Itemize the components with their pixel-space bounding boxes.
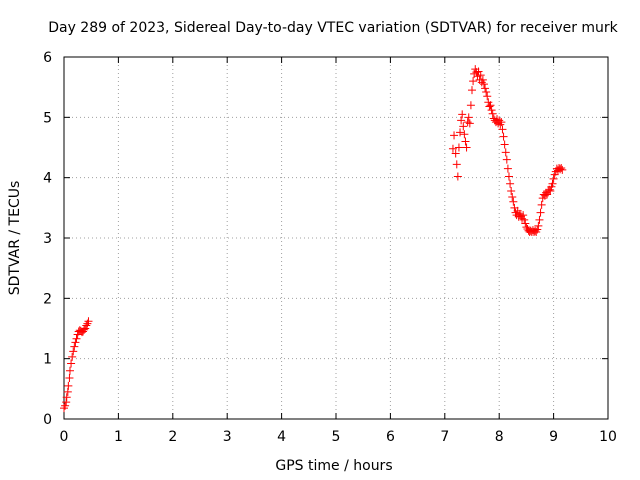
x-tick-label: 4 xyxy=(277,429,286,445)
data-point xyxy=(504,172,513,181)
x-tick-label: 8 xyxy=(495,429,504,445)
data-point xyxy=(485,102,494,111)
data-point xyxy=(62,398,71,407)
data-point xyxy=(80,325,89,334)
data-point xyxy=(508,192,517,201)
data-point xyxy=(533,225,542,234)
data-point xyxy=(487,106,496,115)
data-point xyxy=(519,211,528,220)
data-point xyxy=(468,86,476,95)
data-point xyxy=(501,148,510,157)
data-point xyxy=(452,160,461,169)
data-point xyxy=(481,84,490,93)
data-point xyxy=(462,143,471,152)
data-point xyxy=(70,342,79,351)
x-tick-label: 3 xyxy=(223,429,232,445)
data-point xyxy=(486,101,495,110)
data-point xyxy=(498,125,507,134)
x-tick-label: 7 xyxy=(440,429,449,445)
data-point xyxy=(478,75,487,84)
y-tick-label: 2 xyxy=(43,291,52,307)
data-point xyxy=(464,113,473,122)
data-point xyxy=(476,71,485,80)
data-point xyxy=(543,190,552,199)
y-tick-label: 3 xyxy=(43,231,52,247)
x-tick-label: 1 xyxy=(114,429,123,445)
data-points xyxy=(60,65,567,413)
y-tick-labels: 0 1 2 3 4 5 6 xyxy=(43,50,52,428)
y-axis-label: SDTVAR / TECUs xyxy=(7,181,23,296)
data-point xyxy=(68,352,77,361)
data-point xyxy=(459,122,468,131)
data-point xyxy=(451,149,460,158)
x-tick-label: 2 xyxy=(168,429,177,445)
data-point xyxy=(465,119,474,128)
x-tick-label: 6 xyxy=(386,429,395,445)
data-point xyxy=(461,137,470,146)
data-point xyxy=(453,172,462,181)
x-tick-label: 5 xyxy=(332,429,341,445)
data-point xyxy=(497,118,506,127)
data-point xyxy=(458,110,467,119)
data-point xyxy=(507,186,516,195)
grid xyxy=(64,57,608,419)
data-point xyxy=(546,186,555,195)
data-point xyxy=(67,359,76,368)
data-point xyxy=(460,130,469,139)
data-point xyxy=(456,128,465,137)
data-point xyxy=(536,208,545,217)
y-tick-label: 5 xyxy=(43,110,52,126)
data-point xyxy=(71,338,80,347)
data-point xyxy=(463,118,472,127)
axis-ticks xyxy=(63,56,609,420)
data-point xyxy=(549,174,558,183)
data-point xyxy=(535,215,544,224)
data-point xyxy=(482,87,491,96)
data-point xyxy=(62,393,71,402)
data-point xyxy=(534,221,543,230)
data-point xyxy=(64,381,73,390)
data-point xyxy=(450,131,459,140)
chart-title: Day 289 of 2023, Sidereal Day-to-day VTE… xyxy=(48,20,618,36)
data-point xyxy=(65,366,74,375)
data-point xyxy=(557,164,566,173)
data-point xyxy=(548,179,557,188)
x-tick-label: 9 xyxy=(549,429,558,445)
x-axis-label: GPS time / hours xyxy=(275,458,392,474)
data-point xyxy=(69,347,78,356)
y-tick-label: 1 xyxy=(43,352,52,368)
data-point xyxy=(500,140,509,149)
data-point xyxy=(448,144,457,153)
x-tick-labels: 0 1 2 3 4 5 6 7 8 9 10 xyxy=(60,429,617,445)
data-point xyxy=(503,164,512,173)
data-point xyxy=(454,143,463,152)
data-point xyxy=(509,197,518,206)
data-point xyxy=(469,77,478,86)
data-point xyxy=(65,373,74,382)
data-point xyxy=(63,387,72,396)
data-point xyxy=(479,80,488,89)
data-point xyxy=(499,132,508,141)
data-point xyxy=(457,116,466,125)
data-point xyxy=(506,179,515,188)
data-point xyxy=(502,155,511,164)
x-tick-label: 10 xyxy=(599,429,617,445)
data-point xyxy=(520,215,529,224)
data-point xyxy=(72,334,81,343)
data-point xyxy=(483,92,492,101)
y-tick-label: 6 xyxy=(43,50,52,66)
y-tick-label: 0 xyxy=(43,412,52,428)
data-point xyxy=(537,200,546,209)
data-point xyxy=(521,219,530,228)
y-tick-label: 4 xyxy=(43,171,52,187)
data-point xyxy=(61,401,70,410)
data-point xyxy=(488,109,497,118)
data-point xyxy=(82,321,91,330)
data-point xyxy=(558,165,567,174)
x-tick-label: 0 xyxy=(60,429,69,445)
data-point xyxy=(466,101,475,110)
data-point xyxy=(84,317,93,326)
